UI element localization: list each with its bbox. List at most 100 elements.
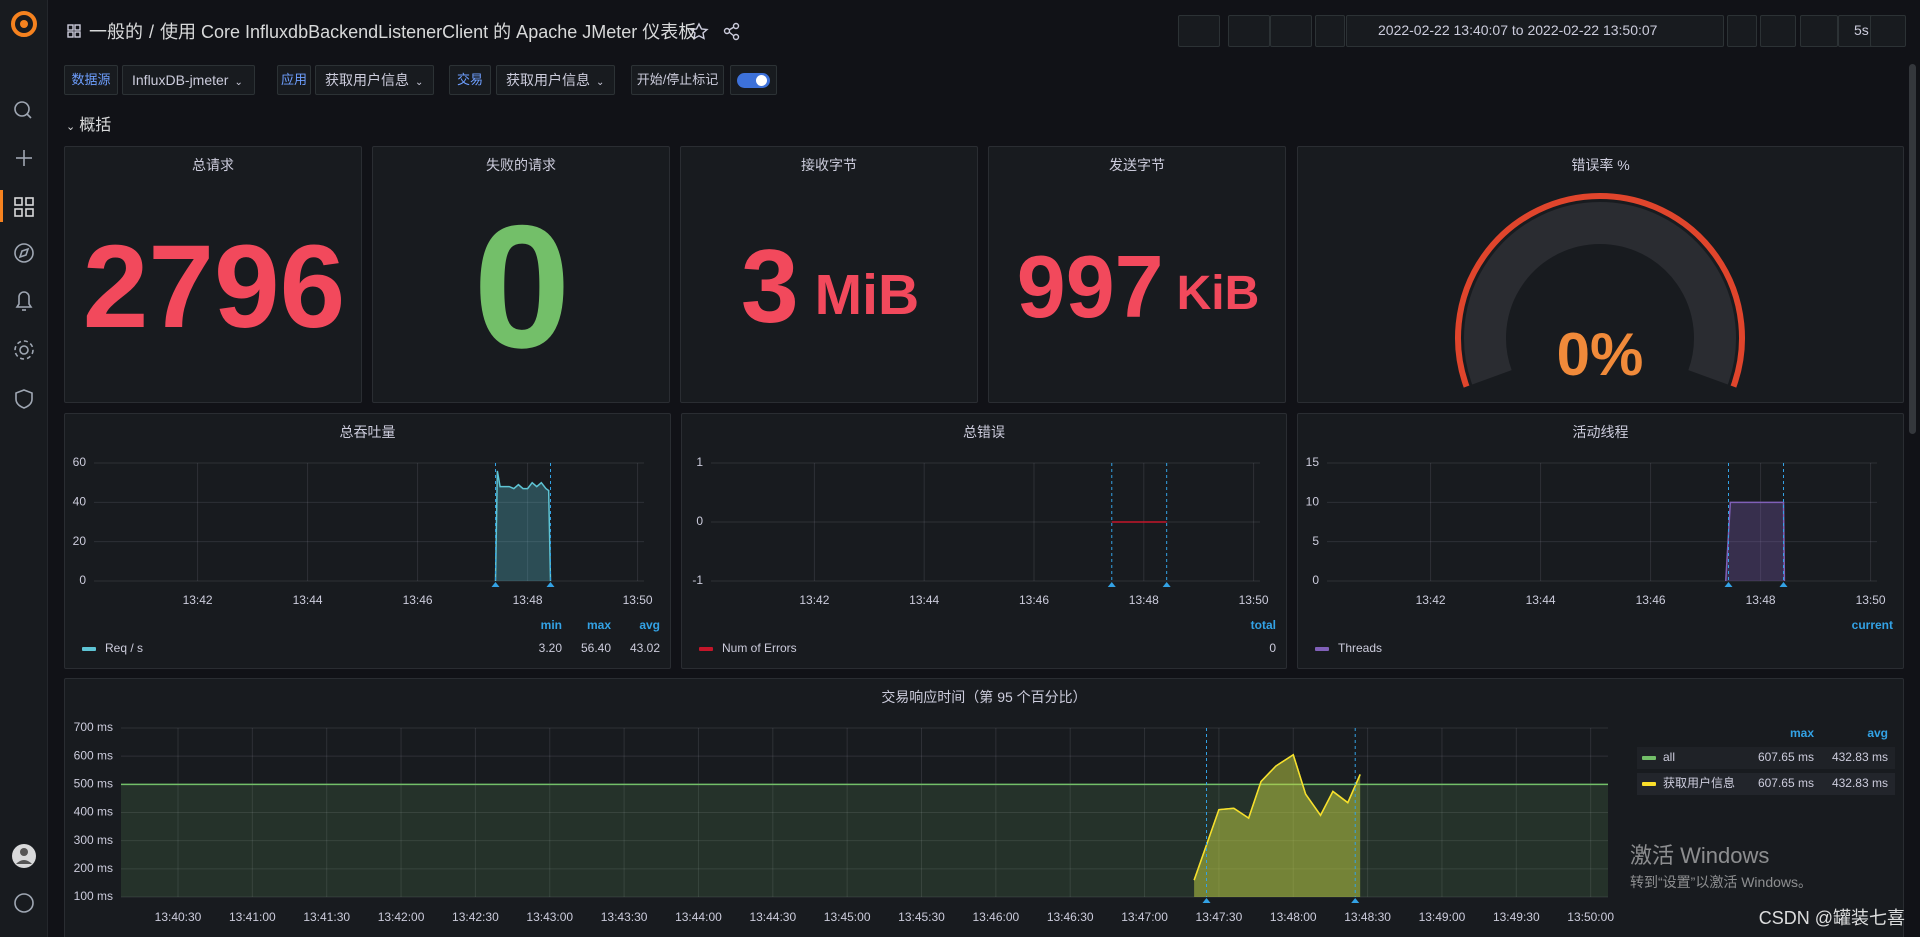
- variable-select[interactable]: InfluxDB-jmeter ⌄: [122, 65, 255, 95]
- toggle-switch[interactable]: [737, 73, 770, 88]
- legend-header[interactable]: avg: [1867, 726, 1888, 740]
- share-node: [723, 27, 731, 35]
- tv-mode-button[interactable]: [1870, 15, 1906, 47]
- save-button[interactable]: [1228, 15, 1270, 47]
- annotation-marker[interactable]: [1202, 898, 1211, 903]
- legend-header[interactable]: max: [1790, 726, 1814, 740]
- legend-value: 607.65 ms: [1758, 750, 1814, 764]
- toggle-knob: [756, 75, 767, 86]
- zoom-out-button[interactable]: [1760, 15, 1796, 47]
- variable-select[interactable]: 获取用户信息 ⌄: [496, 65, 615, 95]
- annotation-marker[interactable]: [546, 582, 555, 587]
- variable-value[interactable]: InfluxDB-jmeter: [132, 72, 229, 88]
- time-forward-button[interactable]: [1727, 15, 1757, 47]
- annotation-marker[interactable]: [1779, 582, 1788, 587]
- help-icon[interactable]: [14, 893, 34, 913]
- legend-name[interactable]: Num of Errors: [722, 641, 797, 655]
- star-icon[interactable]: [689, 22, 709, 40]
- share-edge: [728, 26, 735, 37]
- x-tick-label: 13:46:00: [972, 910, 1019, 924]
- shield-icon[interactable]: [15, 389, 33, 409]
- time-series: -1 0 1 13:42 13:44 13:46 13:48 13:50 total Num of…: [692, 455, 1276, 655]
- legend-name[interactable]: Threads: [1338, 641, 1382, 655]
- x-tick-label: 13:44: [1526, 593, 1556, 607]
- variable-select[interactable]: 获取用户信息 ⌄: [315, 65, 434, 95]
- row-header[interactable]: ⌄ 概括: [66, 111, 266, 135]
- caret: ⌄: [234, 77, 243, 88]
- stat-value: 997: [1016, 237, 1164, 336]
- x-tick-label: 13:42:30: [452, 910, 499, 924]
- threshold-fill: [121, 784, 1608, 897]
- dashboard-title[interactable]: 使用 Core InfluxdbBackendListenerClient 的 …: [160, 22, 697, 42]
- alerting-icon[interactable]: [15, 291, 33, 311]
- variable-label-text: 数据源: [71, 72, 111, 87]
- x-tick-label: 13:48: [513, 593, 543, 607]
- scroll-thumb[interactable]: [1909, 64, 1916, 434]
- y-tick-label: 60: [73, 455, 87, 469]
- config-icon[interactable]: [14, 340, 34, 360]
- stat-value: 2796: [82, 221, 346, 353]
- variable-value[interactable]: 获取用户信息: [325, 72, 409, 88]
- create-icon[interactable]: [16, 150, 32, 166]
- legend-header[interactable]: total: [1251, 618, 1276, 632]
- legend-header[interactable]: current: [1852, 618, 1893, 632]
- legend-name[interactable]: all: [1663, 750, 1675, 764]
- legend-swatch: [1642, 782, 1656, 786]
- x-tick-label: 13:45:30: [898, 910, 945, 924]
- legend-row: [1637, 747, 1895, 769]
- x-tick-label: 13:46: [1019, 593, 1049, 607]
- panel-title: 发送字节: [1109, 157, 1165, 173]
- annotation-marker[interactable]: [1107, 582, 1116, 587]
- grid-cell: [74, 24, 81, 31]
- annotation-marker[interactable]: [1351, 898, 1360, 903]
- panel-title: 活动线程: [1572, 424, 1629, 440]
- toggle-label-text: 开始/停止标记: [636, 72, 719, 87]
- graph-panel: 活动线程 0 5 10 15 13:42 13:44 13:46 13:48 13:50 curre…: [1297, 413, 1904, 669]
- panel-title: 总错误: [963, 424, 1005, 440]
- search-icon[interactable]: [14, 101, 32, 119]
- folder-name[interactable]: 一般的: [89, 22, 143, 42]
- x-tick-label: 13:48: [1129, 593, 1159, 607]
- time-back-button[interactable]: [1315, 15, 1345, 47]
- logo[interactable]: [11, 11, 37, 37]
- grid-cell: [67, 24, 74, 31]
- gauge-label: 0%: [1557, 321, 1644, 388]
- caret: ⌄: [596, 77, 605, 88]
- x-tick-label: 13:48: [1746, 593, 1776, 607]
- refresh-interval[interactable]: 5s: [1854, 22, 1869, 38]
- explore-icon[interactable]: [14, 243, 34, 263]
- legend-swatch: [1315, 647, 1329, 651]
- x-tick-label: 13:49:00: [1419, 910, 1466, 924]
- legend-name[interactable]: Req / s: [105, 641, 143, 655]
- area-fill: [1194, 754, 1361, 897]
- add-panel-button[interactable]: [1178, 15, 1220, 47]
- legend-header[interactable]: min: [541, 618, 562, 632]
- grid-cell: [67, 31, 74, 38]
- x-tick-label: 13:41:30: [303, 910, 350, 924]
- x-tick-label: 13:50: [1239, 593, 1269, 607]
- avatar[interactable]: [12, 844, 36, 868]
- legend-header[interactable]: avg: [639, 618, 660, 632]
- variable-value[interactable]: 获取用户信息: [506, 72, 590, 88]
- legend-value: 3.20: [539, 641, 563, 655]
- settings-button[interactable]: [1270, 15, 1312, 47]
- share-icon[interactable]: [723, 22, 740, 41]
- time-range[interactable]: 2022-02-22 13:40:07 to 2022-02-22 13:50:…: [1378, 22, 1658, 38]
- refresh-button[interactable]: [1800, 15, 1838, 47]
- caret: ⌄: [415, 77, 424, 88]
- variable-label: 应用: [277, 65, 311, 95]
- legend-header[interactable]: max: [587, 618, 611, 632]
- time-range-picker[interactable]: [1346, 15, 1724, 47]
- legend-name[interactable]: 获取用户信息: [1663, 775, 1735, 790]
- y-tick-label: 15: [1306, 455, 1320, 469]
- annotation-marker[interactable]: [491, 582, 500, 587]
- time-range-text-box: 2022-02-22 13:40:07 to 2022-02-22 13:50:…: [1378, 22, 1678, 42]
- annotation-marker[interactable]: [1162, 582, 1171, 587]
- x-tick-label: 13:50: [1856, 593, 1886, 607]
- dashboards-icon[interactable]: [14, 197, 34, 217]
- row-title[interactable]: 概括: [79, 117, 112, 134]
- annotation-marker[interactable]: [1724, 582, 1733, 587]
- gauge-threshold: [1455, 193, 1745, 388]
- x-tick-label: 13:46:30: [1047, 910, 1094, 924]
